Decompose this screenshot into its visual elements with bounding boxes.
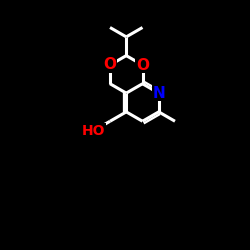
Text: O: O — [104, 58, 117, 72]
Text: O: O — [136, 58, 149, 72]
Text: N: N — [152, 86, 165, 100]
Text: HO: HO — [82, 124, 106, 138]
